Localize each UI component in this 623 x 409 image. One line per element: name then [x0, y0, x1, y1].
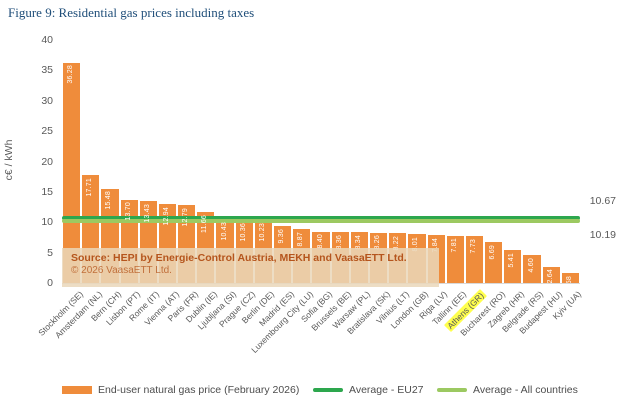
legend-label: Average - EU27 [349, 384, 424, 396]
legend-label: Average - All countries [473, 384, 578, 396]
bar [523, 255, 541, 283]
bar-value-label: 10.36 [239, 222, 247, 242]
figure-title: Figure 9: Residential gas prices includi… [8, 5, 255, 20]
bar-value-label: 10.23 [258, 223, 266, 242]
bar-value-label: 12.79 [182, 207, 190, 227]
bar [561, 273, 579, 283]
y-axis-tick-label: 0 [47, 277, 53, 289]
bar-value-label: 7.73 [469, 238, 477, 253]
bar-value-label: 5.41 [508, 252, 516, 268]
average-line-all-countries [62, 219, 580, 223]
legend-item: End-user natural gas price (February 202… [62, 384, 299, 396]
legend-swatch [62, 386, 92, 394]
legend-swatch [437, 388, 467, 392]
bar [542, 266, 560, 283]
bar [504, 250, 522, 283]
y-axis-tick-label: 25 [41, 125, 53, 138]
y-axis-tick-label: 15 [41, 185, 53, 198]
bar-value-label: 13.43 [143, 203, 151, 223]
bar-value-label: 15.48 [105, 191, 113, 210]
legend-swatch [313, 388, 343, 392]
bar [485, 242, 503, 283]
bar-value-label: 2.64 [546, 269, 554, 283]
bar [63, 62, 81, 283]
bar-value-label: 13.70 [124, 202, 132, 221]
bar-value-label: 11.66 [201, 214, 209, 233]
source-text: Source: HEPI by Energie-Control Austria,… [71, 252, 407, 264]
y-axis-tick-label: 35 [41, 64, 53, 77]
bar-value-label: 8.40 [316, 234, 324, 249]
average-value-label: 10.67 [589, 195, 616, 208]
y-axis-tick-label: 40 [41, 34, 53, 46]
legend-item: Average - All countries [437, 384, 578, 396]
bar-value-label: 10.43 [220, 222, 228, 241]
bar-value-label: 9.36 [278, 228, 286, 244]
bar-value-label: 1.58 [566, 276, 573, 283]
y-axis-tick-label: 30 [41, 94, 53, 107]
bar [446, 235, 464, 283]
y-axis-tick-label: 20 [41, 155, 53, 168]
average-value-label: 10.19 [589, 229, 616, 242]
bar-value-label: 6.69 [489, 244, 497, 260]
bar-value-labels-layer: 36.28 17.71 15.48 13.70 13.43 12.94 12.79 11.66… [62, 40, 580, 283]
bar-value-label: 36.28 [67, 65, 75, 84]
legend-label: End-user natural gas price (February 202… [98, 384, 300, 396]
source-attribution-box: Source: HEPI by Energie-Control Austria,… [62, 248, 439, 287]
bar-value-label: 8.87 [297, 231, 305, 247]
average-line-eu27 [62, 216, 580, 220]
bar-value-label: 12.94 [163, 206, 171, 226]
reference-lines-layer [62, 40, 580, 283]
copyright-text: © 2026 VaasaETT Ltd. [71, 265, 172, 276]
legend-item: Average - EU27 [313, 384, 424, 396]
bar [465, 236, 484, 283]
y-axis-tick-label: 10 [41, 216, 53, 229]
bar-value-label: 8.36 [335, 234, 343, 250]
bar-value-label: 7.81 [450, 238, 458, 253]
bar-value-label: 17.71 [86, 177, 94, 197]
y-axis-tick-label: 5 [47, 246, 53, 259]
bar-value-label: 4.60 [527, 257, 535, 272]
